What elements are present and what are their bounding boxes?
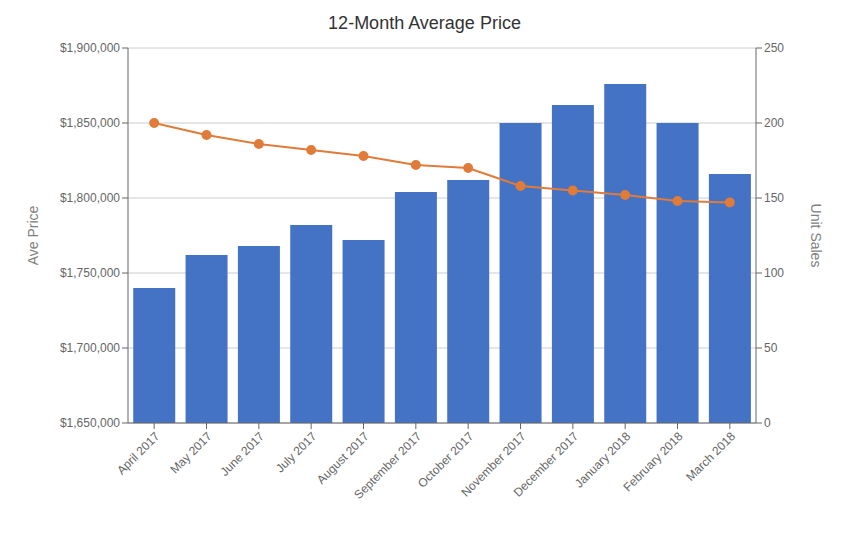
svg-text:October 2017: October 2017: [415, 429, 477, 491]
svg-text:$1,750,000: $1,750,000: [60, 266, 120, 280]
svg-text:May 2017: May 2017: [167, 429, 214, 476]
svg-text:August 2017: August 2017: [314, 429, 372, 487]
svg-text:November 2017: November 2017: [458, 429, 529, 500]
svg-text:July 2017: July 2017: [273, 429, 319, 475]
svg-text:March 2018: March 2018: [683, 429, 738, 484]
svg-text:$1,850,000: $1,850,000: [60, 116, 120, 130]
svg-text:250: 250: [764, 41, 784, 55]
svg-text:February 2018: February 2018: [621, 429, 686, 494]
html-text:12-Month Average Price: 12-Month Average Price: [328, 13, 521, 33]
svg-text:50: 50: [764, 341, 778, 355]
svg-text:100: 100: [764, 266, 784, 280]
svg-text:$1,650,000: $1,650,000: [60, 416, 120, 430]
svg-text:January 2018: January 2018: [572, 429, 634, 491]
svg-text:Unit Sales: Unit Sales: [808, 204, 824, 268]
svg-text:$1,700,000: $1,700,000: [60, 341, 120, 355]
svg-text:December 2017: December 2017: [511, 429, 582, 500]
svg-text:September 2017: September 2017: [351, 429, 424, 502]
svg-text:0: 0: [764, 416, 771, 430]
svg-text:April 2017: April 2017: [114, 429, 162, 477]
svg-text:150: 150: [764, 191, 784, 205]
svg-text:200: 200: [764, 116, 784, 130]
svg-text:June 2017: June 2017: [217, 429, 267, 479]
svg-text:Ave Price: Ave Price: [25, 205, 41, 265]
svg-text:$1,800,000: $1,800,000: [60, 191, 120, 205]
svg-text:$1,900,000: $1,900,000: [60, 41, 120, 55]
